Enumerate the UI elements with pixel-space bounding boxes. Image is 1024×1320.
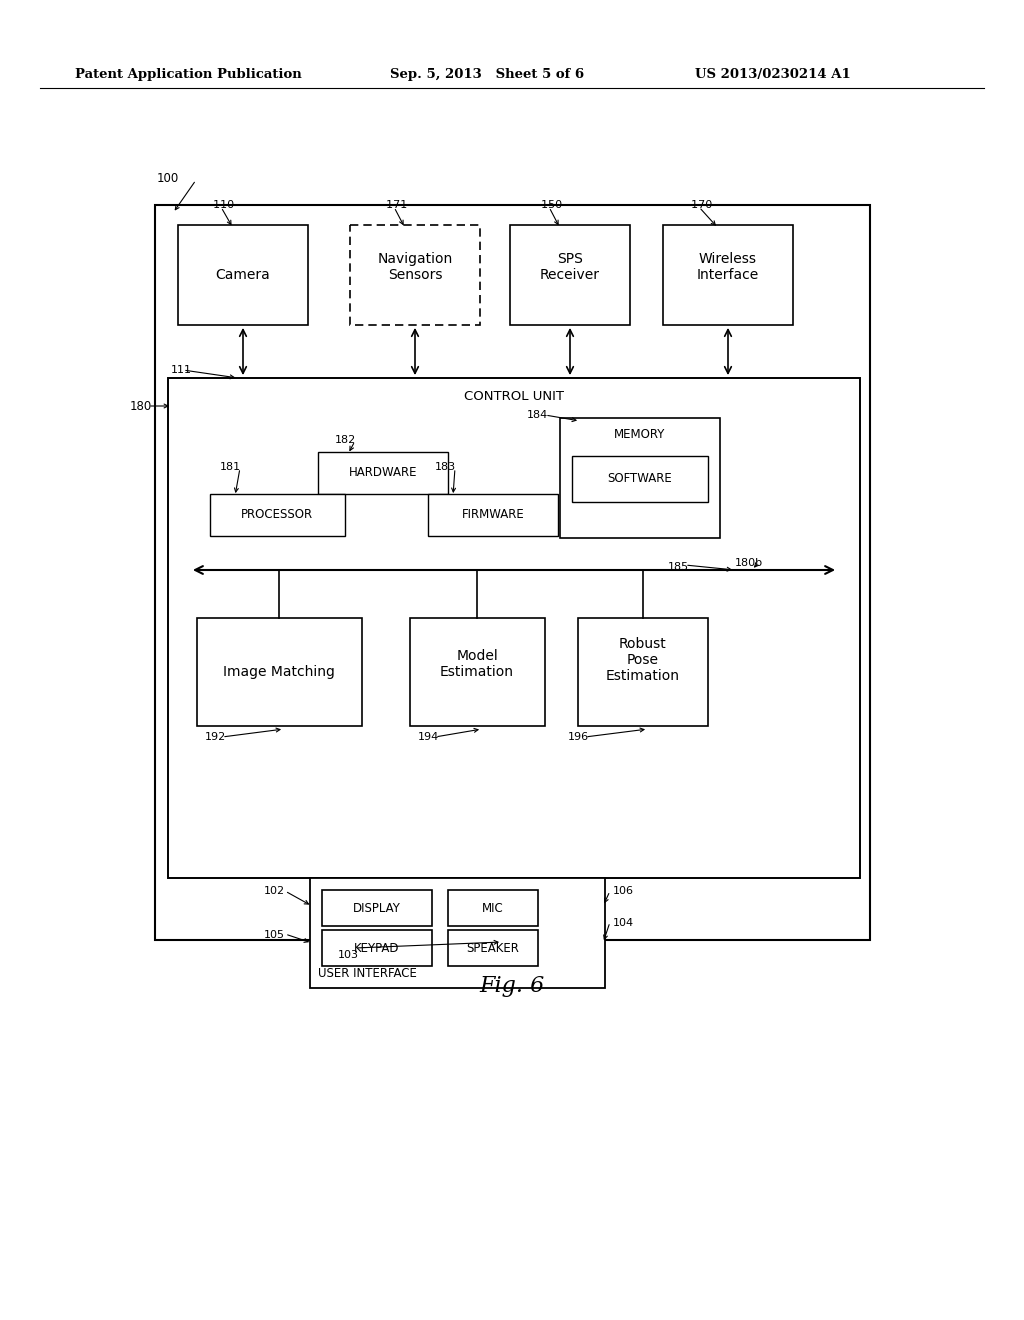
Text: 194: 194 — [418, 733, 439, 742]
Text: —150: —150 — [530, 201, 562, 210]
Text: 104: 104 — [613, 917, 634, 928]
Text: Wireless
Interface: Wireless Interface — [697, 252, 759, 282]
Text: DISPLAY: DISPLAY — [353, 902, 401, 915]
Text: MEMORY: MEMORY — [614, 428, 666, 441]
Text: Fig. 6: Fig. 6 — [479, 975, 545, 997]
Text: 100: 100 — [157, 172, 179, 185]
Text: SOFTWARE: SOFTWARE — [607, 473, 673, 486]
Text: Image Matching: Image Matching — [223, 665, 335, 678]
Text: 181: 181 — [220, 462, 241, 473]
Bar — [449, 890, 538, 927]
Text: FIRMWARE: FIRMWARE — [462, 508, 524, 521]
Text: US 2013/0230214 A1: US 2013/0230214 A1 — [695, 69, 851, 81]
Bar — [663, 224, 793, 325]
Text: —110: —110 — [202, 201, 234, 210]
Bar — [560, 418, 720, 539]
Text: 183: 183 — [435, 462, 456, 473]
Text: 185: 185 — [668, 562, 689, 572]
Text: 105: 105 — [264, 931, 285, 940]
Bar — [210, 494, 345, 536]
Bar — [318, 451, 449, 494]
Bar — [410, 618, 545, 726]
Bar — [178, 224, 308, 325]
Bar — [510, 224, 630, 325]
Text: —171: —171 — [375, 201, 408, 210]
Text: 196: 196 — [568, 733, 589, 742]
Text: HARDWARE: HARDWARE — [349, 466, 417, 479]
Text: 103: 103 — [338, 950, 359, 960]
Text: 192: 192 — [205, 733, 226, 742]
Text: 180b: 180b — [735, 558, 763, 568]
Text: SPEAKER: SPEAKER — [467, 941, 519, 954]
Text: —170: —170 — [680, 201, 713, 210]
Text: Sep. 5, 2013   Sheet 5 of 6: Sep. 5, 2013 Sheet 5 of 6 — [390, 69, 584, 81]
Text: 184: 184 — [527, 411, 548, 420]
Bar — [572, 455, 708, 502]
Text: CONTROL UNIT: CONTROL UNIT — [464, 389, 564, 403]
Text: 106: 106 — [613, 886, 634, 896]
Text: 180: 180 — [130, 400, 153, 413]
Bar — [578, 618, 708, 726]
Text: Camera: Camera — [216, 268, 270, 282]
Text: PROCESSOR: PROCESSOR — [241, 508, 313, 521]
Text: USER INTERFACE: USER INTERFACE — [318, 968, 417, 979]
Text: MIC: MIC — [482, 902, 504, 915]
Text: 111: 111 — [171, 366, 193, 375]
Bar — [350, 224, 480, 325]
Bar — [168, 378, 860, 878]
Bar — [449, 931, 538, 966]
Text: Patent Application Publication: Patent Application Publication — [75, 69, 302, 81]
Bar — [310, 878, 605, 987]
Text: Model
Estimation: Model Estimation — [440, 649, 514, 678]
Text: Robust
Pose
Estimation: Robust Pose Estimation — [606, 636, 680, 684]
Text: SPS
Receiver: SPS Receiver — [540, 252, 600, 282]
Bar — [197, 618, 362, 726]
Text: KEYPAD: KEYPAD — [354, 941, 399, 954]
Text: 102: 102 — [264, 886, 285, 896]
Bar — [155, 205, 870, 940]
Text: 182: 182 — [335, 436, 356, 445]
Bar — [322, 890, 432, 927]
Text: Navigation
Sensors: Navigation Sensors — [378, 252, 453, 282]
Bar — [428, 494, 558, 536]
Bar — [322, 931, 432, 966]
